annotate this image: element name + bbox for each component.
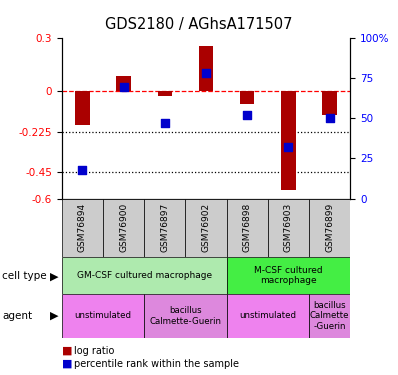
Bar xyxy=(158,91,172,96)
Text: GM-CSF cultured macrophage: GM-CSF cultured macrophage xyxy=(76,271,212,280)
Point xyxy=(244,112,250,118)
Bar xyxy=(226,257,350,294)
Bar xyxy=(62,294,144,338)
Text: unstimulated: unstimulated xyxy=(74,311,131,320)
Text: M-CSF cultured
macrophage: M-CSF cultured macrophage xyxy=(254,266,323,285)
Bar xyxy=(103,199,144,257)
Text: GSM76903: GSM76903 xyxy=(284,203,293,252)
Bar xyxy=(268,199,309,257)
Point xyxy=(326,115,333,121)
Point xyxy=(120,84,127,90)
Bar xyxy=(226,294,309,338)
Bar xyxy=(116,76,131,91)
Text: GSM76902: GSM76902 xyxy=(201,203,211,252)
Text: ■: ■ xyxy=(62,359,72,369)
Bar xyxy=(226,199,268,257)
Text: GSM76898: GSM76898 xyxy=(243,203,252,252)
Point xyxy=(285,144,292,150)
Point xyxy=(162,120,168,126)
Text: GDS2180 / AGhsA171507: GDS2180 / AGhsA171507 xyxy=(105,17,293,32)
Bar xyxy=(62,257,226,294)
Bar xyxy=(144,199,185,257)
Text: ▶: ▶ xyxy=(49,311,58,321)
Bar xyxy=(62,199,103,257)
Bar xyxy=(309,294,350,338)
Text: agent: agent xyxy=(2,311,32,321)
Text: ■: ■ xyxy=(62,346,72,355)
Text: log ratio: log ratio xyxy=(74,346,114,355)
Text: ▶: ▶ xyxy=(49,272,58,281)
Text: percentile rank within the sample: percentile rank within the sample xyxy=(74,359,239,369)
Bar xyxy=(199,46,213,91)
Bar xyxy=(281,91,296,190)
Text: bacillus
Calmette
-Guerin: bacillus Calmette -Guerin xyxy=(310,301,349,331)
Text: cell type: cell type xyxy=(2,272,47,281)
Text: GSM76897: GSM76897 xyxy=(160,203,169,252)
Point xyxy=(79,167,86,173)
Bar xyxy=(185,199,226,257)
Bar xyxy=(309,199,350,257)
Bar xyxy=(240,91,254,104)
Bar xyxy=(322,91,337,114)
Text: GSM76899: GSM76899 xyxy=(325,203,334,252)
Bar xyxy=(144,294,226,338)
Point xyxy=(203,70,209,76)
Text: GSM76894: GSM76894 xyxy=(78,203,87,252)
Text: GSM76900: GSM76900 xyxy=(119,203,128,252)
Bar xyxy=(75,91,90,125)
Text: unstimulated: unstimulated xyxy=(239,311,296,320)
Text: bacillus
Calmette-Guerin: bacillus Calmette-Guerin xyxy=(149,306,221,326)
